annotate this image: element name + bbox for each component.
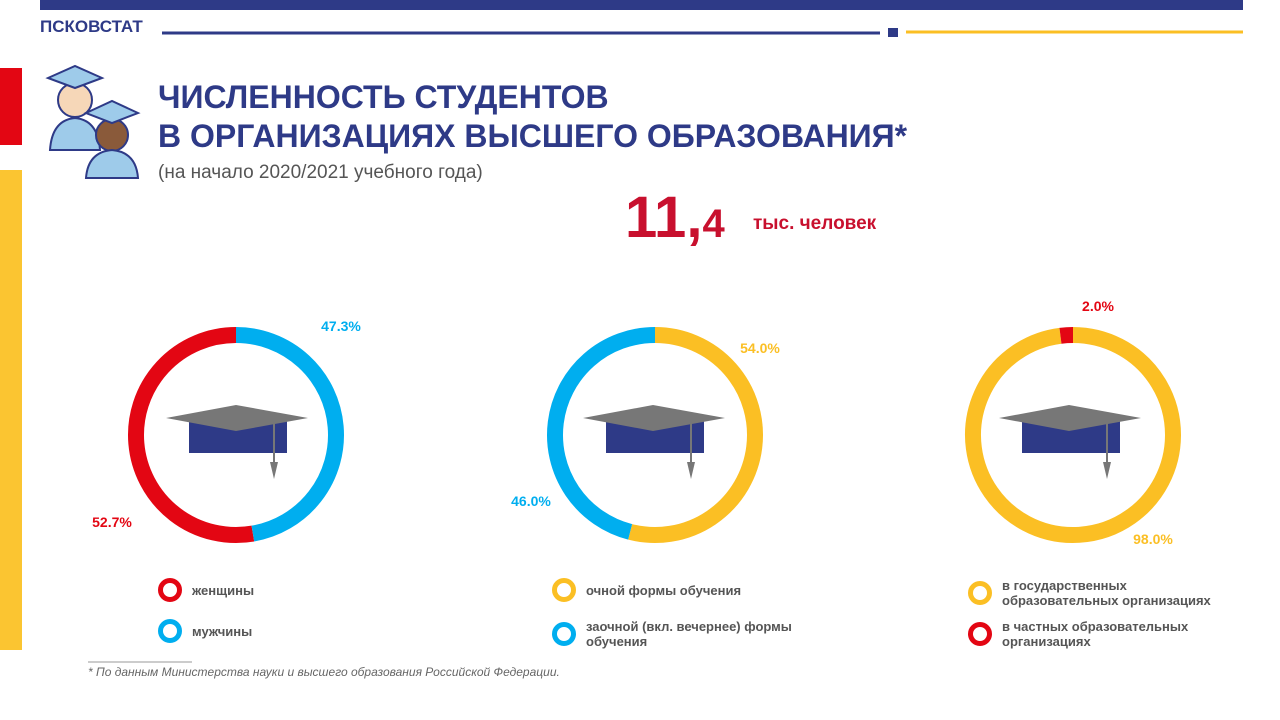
legend-item: женщины xyxy=(158,578,432,602)
legend-item: мужчины xyxy=(158,619,432,643)
org-name: ПСКОВСТАТ xyxy=(40,17,143,36)
legend-label: мужчины xyxy=(192,623,253,639)
subtitle: (на начало 2020/2021 учебного года) xyxy=(158,162,483,183)
legend-label: очной формы обучения xyxy=(586,582,742,598)
donut-segment xyxy=(235,327,344,542)
header-square xyxy=(888,28,898,37)
value-label: 47.3% xyxy=(321,318,361,334)
title-line: ЧИСЛЕННОСТЬ СТУДЕНТОВ xyxy=(158,79,609,115)
value-label: 52.7% xyxy=(92,514,132,530)
top-bar xyxy=(40,0,1243,10)
donut-segment xyxy=(128,327,255,543)
cap-icon xyxy=(999,405,1141,479)
donut-segment xyxy=(628,327,763,543)
legend-swatch xyxy=(968,581,992,605)
cap-icon xyxy=(583,405,725,479)
value-label: 98.0% xyxy=(1133,531,1173,547)
legend-label: заочной (вкл. вечернее) формы обучения xyxy=(586,619,792,649)
total-value: 11,4 xyxy=(625,185,725,250)
footnote: * По данным Министерства науки и высшего… xyxy=(88,665,560,679)
value-label: 46.0% xyxy=(511,493,551,509)
legend-swatch xyxy=(158,578,182,602)
legend-swatch xyxy=(552,622,576,646)
donut-segment xyxy=(547,327,656,540)
side-bar-yellow xyxy=(0,170,22,650)
value-label: 2.0% xyxy=(1082,298,1114,314)
total-unit: тыс. человек xyxy=(753,213,877,234)
legend-swatch xyxy=(158,619,182,643)
value-label: 54.0% xyxy=(740,340,780,356)
students-icon xyxy=(45,64,141,179)
legend-label: в частных образовательных организациях xyxy=(1002,619,1189,649)
legend-label: в государственных образовательных органи… xyxy=(1002,578,1211,608)
cap-icon xyxy=(166,405,308,479)
legend-swatch xyxy=(552,578,576,602)
legend-label: женщины xyxy=(192,582,255,598)
donut-segment xyxy=(1059,327,1074,344)
legend-swatch xyxy=(968,622,992,646)
title-line: В ОРГАНИЗАЦИЯХ ВЫСШЕГО ОБРАЗОВАНИЯ* xyxy=(158,118,908,154)
donut-segment xyxy=(965,327,1181,543)
legend-item: в государственных образовательных органи… xyxy=(968,578,1232,608)
side-bar-red xyxy=(0,68,22,145)
legend-item: очной формы обучения xyxy=(552,578,826,602)
legend-item: в частных образовательных организациях xyxy=(968,619,1232,649)
legend-item: заочной (вкл. вечернее) формы обучения xyxy=(552,619,826,649)
